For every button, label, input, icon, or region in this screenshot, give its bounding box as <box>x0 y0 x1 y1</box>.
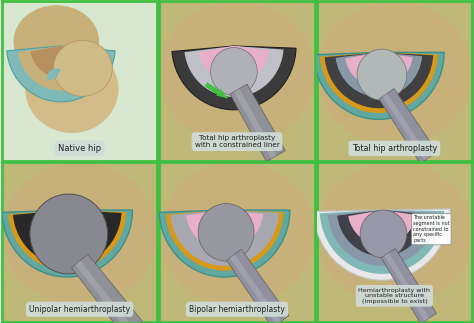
Wedge shape <box>199 46 269 83</box>
Ellipse shape <box>317 1 472 145</box>
Wedge shape <box>165 210 283 271</box>
Wedge shape <box>2 210 133 277</box>
Circle shape <box>360 210 407 258</box>
Wedge shape <box>30 46 91 78</box>
Wedge shape <box>47 68 61 81</box>
Wedge shape <box>320 52 438 113</box>
Wedge shape <box>172 46 296 110</box>
Ellipse shape <box>53 40 112 96</box>
Wedge shape <box>328 210 436 266</box>
Ellipse shape <box>159 162 315 306</box>
Ellipse shape <box>14 5 99 77</box>
Text: Unipolar hemiarthroplasty: Unipolar hemiarthroplasty <box>29 305 130 314</box>
Circle shape <box>357 49 407 100</box>
Wedge shape <box>313 209 450 280</box>
Wedge shape <box>345 52 413 88</box>
Wedge shape <box>314 52 444 120</box>
Ellipse shape <box>25 45 118 133</box>
Polygon shape <box>234 89 276 159</box>
Circle shape <box>210 47 257 95</box>
Text: Total hip arthroplasty: Total hip arthroplasty <box>352 144 437 153</box>
Wedge shape <box>13 210 121 266</box>
Polygon shape <box>227 249 289 323</box>
Wedge shape <box>320 210 444 274</box>
Wedge shape <box>184 46 283 97</box>
Polygon shape <box>379 89 437 163</box>
Text: Bipolar hemiarthroplasty: Bipolar hemiarthroplasty <box>189 305 285 314</box>
Wedge shape <box>18 46 104 91</box>
Text: Native hip: Native hip <box>58 144 101 153</box>
Circle shape <box>30 194 108 274</box>
Wedge shape <box>336 52 422 97</box>
Wedge shape <box>348 210 416 245</box>
FancyArrow shape <box>205 82 228 99</box>
Wedge shape <box>186 210 263 250</box>
Polygon shape <box>75 261 135 323</box>
Wedge shape <box>325 52 433 108</box>
Polygon shape <box>230 84 285 162</box>
Wedge shape <box>170 210 279 266</box>
Text: The unstable
segment is not
constrained to
any specific
parts: The unstable segment is not constrained … <box>413 215 450 243</box>
Text: Total hip arthroplasty
with a constrained liner: Total hip arthroplasty with a constraine… <box>194 135 280 148</box>
Polygon shape <box>384 253 429 321</box>
Wedge shape <box>7 46 115 102</box>
Polygon shape <box>230 254 281 323</box>
Polygon shape <box>381 248 437 323</box>
Ellipse shape <box>2 162 157 306</box>
Ellipse shape <box>317 162 472 306</box>
Wedge shape <box>159 210 290 277</box>
Polygon shape <box>383 93 429 161</box>
Polygon shape <box>72 254 143 323</box>
Wedge shape <box>8 210 126 271</box>
Text: Hemiarthroplasty with
unstable structure
(impossible to exist): Hemiarthroplasty with unstable structure… <box>358 287 430 304</box>
Wedge shape <box>337 210 427 256</box>
Ellipse shape <box>159 1 315 145</box>
Circle shape <box>198 203 254 261</box>
